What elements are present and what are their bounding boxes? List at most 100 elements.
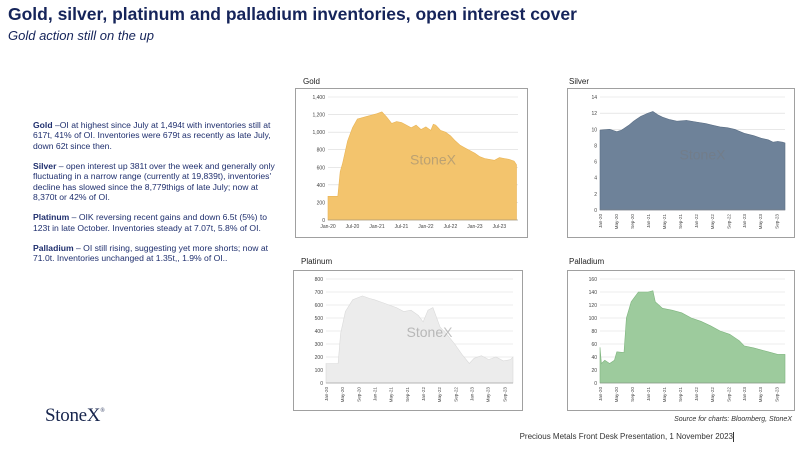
x-tick-label: Sep-20 xyxy=(630,387,635,402)
y-tick-label: 400 xyxy=(317,183,326,189)
watermark: StoneX xyxy=(410,152,457,168)
x-tick-label: Jan-21 xyxy=(369,224,385,230)
y-tick-label: 100 xyxy=(589,316,598,322)
y-tick-label: 100 xyxy=(315,368,324,374)
palladium-chart-title: Palladium xyxy=(569,257,605,266)
y-tick-label: 140 xyxy=(589,290,598,296)
y-tick-label: 0 xyxy=(594,381,597,387)
y-tick-label: 6 xyxy=(594,160,597,166)
logo-text: StoneX xyxy=(45,405,101,426)
bullet-text: – OI still rising, suggesting yet more s… xyxy=(33,242,268,264)
x-tick-label: Sep-22 xyxy=(726,214,731,229)
x-tick-label: Jul-22 xyxy=(444,224,458,230)
x-tick-label: Jan-23 xyxy=(467,224,483,230)
commentary: Gold –OI at highest since July at 1,494t… xyxy=(33,120,278,273)
footer-text: Precious Metals Front Desk Presentation,… xyxy=(519,432,733,441)
x-tick-label: Jul-20 xyxy=(346,224,360,230)
y-tick-label: 8 xyxy=(594,143,597,149)
series-area xyxy=(325,295,514,384)
x-tick-label: Jan-21 xyxy=(646,387,651,401)
x-tick-label: May-21 xyxy=(389,387,394,403)
x-tick-label: Jan-20 xyxy=(598,214,603,228)
y-tick-label: 1,200 xyxy=(312,113,325,119)
logo-mark: ® xyxy=(100,408,105,414)
silver-chart-title: Silver xyxy=(569,77,590,86)
y-tick-label: 40 xyxy=(591,355,597,361)
x-tick-label: Sep-23 xyxy=(774,214,779,229)
y-tick-label: 4 xyxy=(594,176,597,182)
x-tick-label: Jul-23 xyxy=(493,224,507,230)
y-tick-label: 200 xyxy=(315,355,324,361)
y-tick-label: 1,400 xyxy=(312,95,325,101)
x-tick-label: May-22 xyxy=(710,214,715,230)
x-tick-label: Sep-23 xyxy=(502,387,507,402)
x-tick-label: Sep-20 xyxy=(630,214,635,229)
x-tick-label: May-23 xyxy=(486,387,491,403)
x-tick-label: May-23 xyxy=(758,387,763,403)
x-tick-label: Jan-21 xyxy=(373,387,378,401)
y-tick-label: 2 xyxy=(594,192,597,198)
y-tick-label: 800 xyxy=(317,148,326,154)
bullet-palladium: Palladium – OI still rising, suggesting … xyxy=(33,243,278,264)
footer-divider xyxy=(733,432,734,442)
x-tick-label: Sep-21 xyxy=(678,214,683,229)
y-tick-label: 0 xyxy=(320,381,323,387)
x-tick-label: May-21 xyxy=(662,387,667,403)
y-tick-label: 1,000 xyxy=(312,130,325,136)
x-tick-label: Jan-23 xyxy=(742,387,747,401)
page-subtitle: Gold action still on the up xyxy=(8,28,154,43)
stonex-logo: StoneX® xyxy=(45,405,105,427)
gold-chart-title: Gold xyxy=(303,77,320,86)
y-tick-label: 120 xyxy=(589,303,598,309)
watermark: StoneX xyxy=(407,324,454,340)
bullet-heading: Palladium xyxy=(33,242,74,253)
bullet-heading: Platinum xyxy=(33,212,70,223)
x-tick-label: May-20 xyxy=(614,387,619,403)
bullet-platinum: Platinum – OIK reversing recent gains an… xyxy=(33,212,278,233)
bullet-silver: Silver – open interest up 381t over the … xyxy=(33,161,278,202)
x-tick-label: Jul-21 xyxy=(395,224,409,230)
y-tick-label: 10 xyxy=(591,127,597,133)
series-area xyxy=(599,290,786,384)
palladium-chart: 0 20 40 60 80 100 120 140 160 Jan-20 May-20 Sep-20 J… xyxy=(567,270,795,411)
x-tick-label: May-20 xyxy=(614,214,619,230)
y-tick-label: 200 xyxy=(317,200,326,206)
x-tick-label: Jan-22 xyxy=(694,387,699,401)
x-tick-label: Jan-20 xyxy=(320,224,336,230)
x-tick-label: May-22 xyxy=(710,387,715,403)
bullet-heading: Gold xyxy=(33,120,53,130)
x-tick-label: May-20 xyxy=(340,387,345,403)
y-tick-label: 500 xyxy=(315,316,324,322)
x-tick-label: Sep-23 xyxy=(774,387,779,402)
y-tick-label: 300 xyxy=(315,342,324,348)
y-tick-label: 14 xyxy=(591,95,597,101)
series-area xyxy=(599,111,786,211)
x-tick-label: Sep-20 xyxy=(357,387,362,402)
x-tick-label: Jan-20 xyxy=(324,387,329,401)
x-tick-label: May-23 xyxy=(758,214,763,230)
x-tick-label: Jan-22 xyxy=(694,214,699,228)
series-area xyxy=(327,111,517,221)
x-tick-label: Jan-23 xyxy=(470,387,475,401)
x-tick-label: May-22 xyxy=(437,387,442,403)
y-tick-label: 80 xyxy=(591,329,597,335)
y-tick-label: 600 xyxy=(315,303,324,309)
y-tick-label: 20 xyxy=(591,368,597,374)
y-tick-label: 400 xyxy=(315,329,324,335)
y-tick-label: 0 xyxy=(322,218,325,224)
page-title: Gold, silver, platinum and palladium inv… xyxy=(8,4,577,24)
y-tick-label: 700 xyxy=(315,290,324,296)
x-tick-label: Sep-22 xyxy=(454,387,459,402)
source-note: Source for charts: Bloomberg, StoneX xyxy=(674,416,792,423)
y-tick-label: 60 xyxy=(591,342,597,348)
x-tick-label: Jan-21 xyxy=(646,214,651,228)
x-tick-label: Jan-20 xyxy=(598,387,603,401)
bullet-heading: Silver xyxy=(33,160,57,171)
watermark: StoneX xyxy=(680,147,727,163)
platinum-chart-title: Platinum xyxy=(301,257,333,266)
y-tick-label: 800 xyxy=(315,277,324,283)
y-tick-label: 160 xyxy=(589,277,598,283)
y-tick-label: 600 xyxy=(317,165,326,171)
platinum-chart: 0 100 200 300 400 500 600 700 800 StoneX Jan-20 May… xyxy=(293,270,523,411)
silver-chart: 0 2 4 6 8 10 12 14 StoneX Jan-20 May-20 Sep-20 Jan-2… xyxy=(567,88,795,238)
